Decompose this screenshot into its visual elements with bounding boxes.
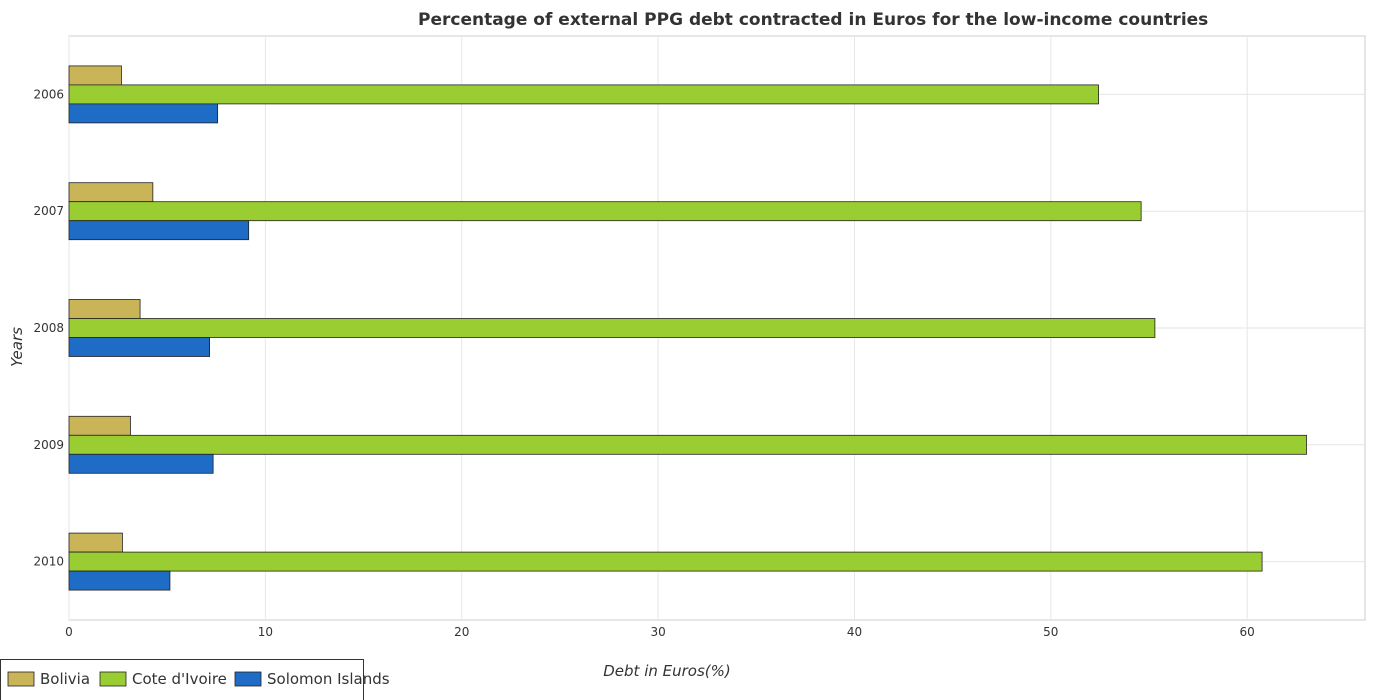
bars [68,65,1307,591]
bar-cote-d-ivoire-2006 [68,84,1099,105]
bar-solomon-islands-2010 [68,570,171,591]
legend-swatch [234,671,262,687]
legend-label: Cote d'Ivoire [132,670,227,688]
bar-bolivia-2006 [68,65,122,86]
y-axis-label: Years [8,327,26,367]
legend-label: Solomon Islands [267,670,390,688]
bar-bolivia-2007 [68,182,154,203]
y-tick-label: 2009 [33,438,64,452]
bar-cote-d-ivoire-2007 [68,201,1142,222]
axes: 0 10 20 30 40 50 60 2006 2007 2008 2009 2010 [33,87,1254,639]
x-tick-label: 60 [1240,625,1255,639]
legend: Bolivia Cote d'Ivoire Solomon Islands [0,659,390,700]
y-tick-label: 2007 [33,204,64,218]
x-tick-label: 0 [65,625,73,639]
x-tick-label: 20 [454,625,469,639]
y-tick-label: 2010 [33,555,64,569]
bar-solomon-islands-2008 [68,337,210,357]
y-tick-label: 2006 [33,87,64,101]
y-tick-label: 2008 [33,321,64,335]
legend-swatch [7,671,35,687]
legend-label: Bolivia [40,670,90,688]
legend-box [0,659,364,700]
chart-title: Percentage of external PPG debt contract… [418,10,1208,30]
bar-bolivia-2010 [68,532,123,553]
bar-cote-d-ivoire-2009 [68,434,1307,455]
x-tick-label: 50 [1043,625,1058,639]
x-tick-label: 10 [258,625,273,639]
x-axis-label: Debt in Euros(%) [603,662,731,680]
bar-solomon-islands-2006 [68,103,219,124]
bar-solomon-islands-2009 [68,453,214,474]
bar-solomon-islands-2007 [68,220,250,241]
bar-bolivia-2009 [68,415,131,436]
bar-bolivia-2008 [68,299,141,319]
legend-swatch [99,671,127,687]
bar-cote-d-ivoire-2010 [68,551,1263,572]
x-tick-label: 30 [650,625,665,639]
bar-cote-d-ivoire-2008 [68,318,1156,338]
x-tick-label: 40 [847,625,862,639]
